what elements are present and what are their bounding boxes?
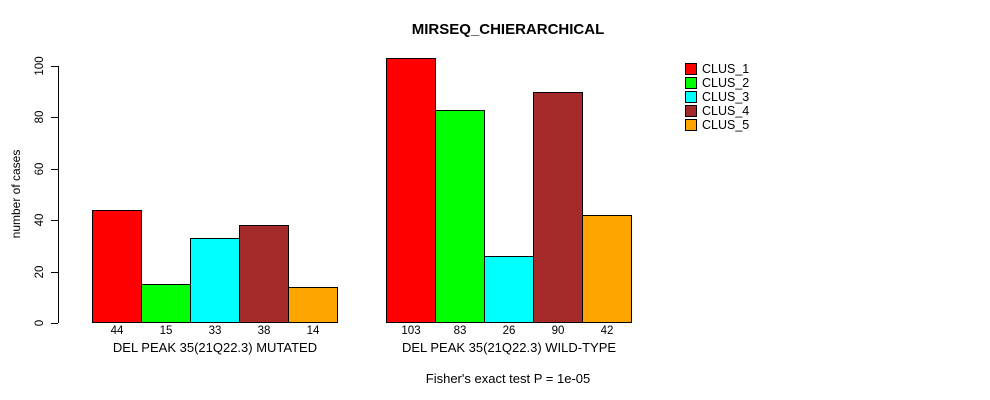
y-axis-line (58, 66, 59, 323)
legend-swatch-clus_4 (685, 105, 697, 117)
bar-value-label: 90 (551, 325, 565, 337)
y-axis-tick (51, 168, 58, 170)
legend-label: CLUS_5 (702, 118, 750, 132)
legend-label: CLUS_1 (702, 62, 750, 76)
bar-value-label: 42 (600, 325, 614, 337)
legend-item-clus_5: CLUS_5 (685, 119, 749, 131)
bar-clus_5-group1 (288, 287, 338, 323)
bar-value-label: 44 (110, 325, 124, 337)
bar-clus_4-group2 (533, 91, 583, 323)
x-group-label-wildtype: DEL PEAK 35(21Q22.3) WILD-TYPE (401, 340, 617, 355)
y-axis-tick (51, 117, 58, 119)
bar-value-label: 26 (502, 325, 516, 337)
bar-clus_2-group2 (435, 109, 485, 323)
y-axis-tick (51, 323, 58, 324)
legend-label: CLUS_4 (702, 104, 750, 118)
y-axis-tick (51, 220, 58, 222)
legend-swatch-clus_5 (685, 119, 697, 131)
bar-value-label: 103 (401, 325, 421, 337)
legend-swatch-clus_2 (685, 77, 697, 89)
legend-label: CLUS_3 (702, 90, 750, 104)
legend-label: CLUS_2 (702, 76, 750, 90)
y-tick-label: 60 (34, 162, 46, 176)
x-group-label-mutated: DEL PEAK 35(21Q22.3) MUTATED (112, 340, 318, 355)
y-tick-label: 100 (34, 56, 46, 76)
bar-clus_4-group1 (239, 225, 289, 323)
y-axis-tick (51, 271, 58, 273)
legend-item-clus_1: CLUS_1 (685, 63, 749, 75)
bar-clus_3-group1 (190, 238, 240, 323)
bar-clus_3-group2 (484, 256, 534, 323)
fisher-test-annotation: Fisher's exact test P = 1e-05 (425, 371, 591, 386)
bar-clus_1-group1 (92, 209, 142, 323)
bar-clus_2-group1 (141, 284, 191, 323)
y-tick-label: 40 (34, 213, 46, 227)
bar-value-label: 33 (208, 325, 222, 337)
y-tick-label: 80 (34, 110, 46, 124)
y-tick-label: 20 (34, 265, 46, 278)
legend-item-clus_3: CLUS_3 (685, 91, 749, 103)
bar-clus_1-group2 (386, 58, 436, 323)
bar-clus_5-group2 (582, 215, 632, 323)
y-tick-label: 0 (34, 319, 46, 327)
legend-swatch-clus_3 (685, 91, 697, 103)
y-axis-tick (51, 66, 58, 67)
bar-value-label: 15 (159, 325, 173, 337)
legend-swatch-clus_1 (685, 63, 697, 75)
bar-value-label: 38 (257, 325, 271, 337)
legend-item-clus_4: CLUS_4 (685, 105, 749, 117)
legend-item-clus_2: CLUS_2 (685, 77, 749, 89)
y-axis-title: number of cases (9, 149, 23, 239)
chart-title: MIRSEQ_CHIERARCHICAL (411, 21, 605, 38)
bar-value-label: 14 (306, 325, 320, 337)
bar-value-label: 83 (453, 325, 467, 337)
